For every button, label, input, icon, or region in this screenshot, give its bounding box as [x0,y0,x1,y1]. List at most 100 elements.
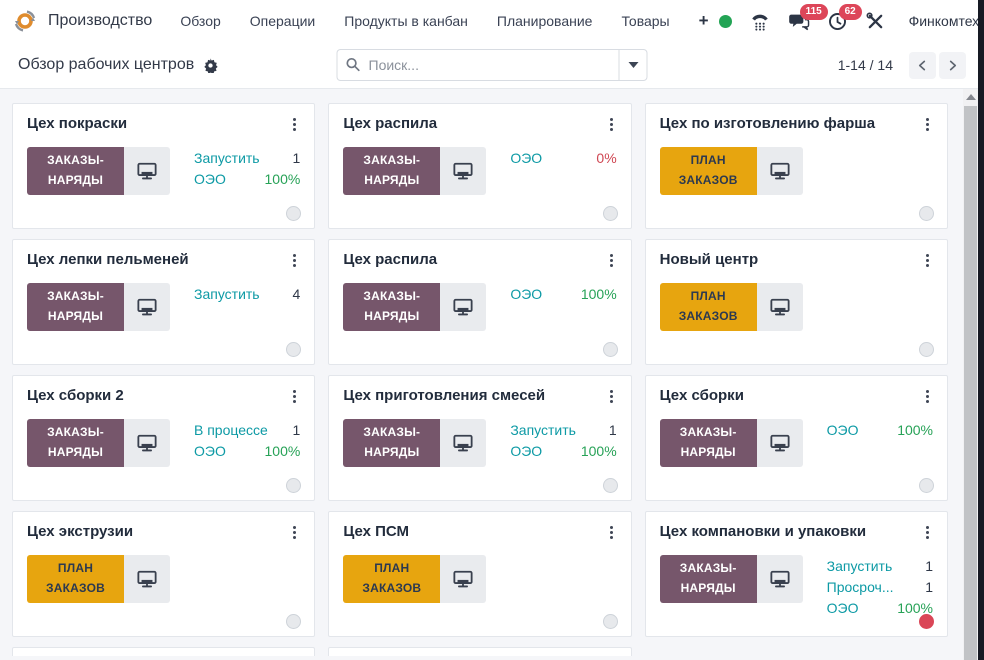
workcenter-screen-button[interactable] [440,147,487,195]
stat-row[interactable]: Запустить 1 [194,148,300,169]
company-switcher[interactable]: Финкомтех [908,13,980,29]
working-state-dot[interactable] [919,478,934,493]
card-menu-button[interactable] [922,523,933,542]
voip-phone-button[interactable] [749,11,771,31]
window-edge [978,0,984,660]
stat-value: 1 [925,579,933,595]
search-input[interactable] [336,49,619,81]
tools-button[interactable] [865,11,886,32]
pager-next-button[interactable] [939,51,966,79]
stat-label: ОЭО [826,422,859,438]
stat-label: ОЭО [510,286,543,302]
card-menu-button[interactable] [606,523,617,542]
working-state-dot[interactable] [286,342,302,357]
primary-action-button[interactable]: ЗАКАЗЫ-НАРЯДЫ [659,555,757,603]
workcenter-screen-button[interactable] [440,283,487,331]
stat-row[interactable]: ОЭО 100% [827,420,933,441]
stat-label: ОЭО [826,600,859,616]
topbar-menu-item[interactable]: Планирование [496,13,593,29]
workcenter-screen-button[interactable] [440,555,487,603]
working-state-dot[interactable] [286,614,302,629]
stat-row[interactable]: ОЭО 0% [510,148,616,169]
workcenter-screen-button[interactable] [756,147,803,195]
primary-action-button[interactable]: ПЛАН ЗАКАЗОВ [659,147,757,195]
working-state-dot[interactable] [919,614,934,629]
workcenter-screen-button[interactable] [124,419,170,467]
topbar: Производство Обзор Операции Продукты в кан… [0,0,984,42]
primary-action-button[interactable]: ЗАКАЗЫ-НАРЯДЫ [27,419,124,467]
primary-action-button[interactable]: ЗАКАЗЫ-НАРЯДЫ [343,147,441,195]
workcenter-title: Цех приготовления смесей [343,387,546,404]
app-name[interactable]: Производство [48,12,153,29]
primary-action-button[interactable]: ЗАКАЗЫ-НАРЯДЫ [343,283,441,331]
stat-label: ОЭО [194,171,226,187]
search-options-toggle[interactable] [618,49,648,81]
topbar-menu-item[interactable]: Операции [249,13,316,29]
card-menu-button[interactable] [606,251,617,270]
primary-action-button[interactable]: ПЛАН ЗАКАЗОВ [659,283,757,331]
working-state-dot[interactable] [286,478,302,493]
card-menu-button[interactable] [922,251,933,270]
workcenter-screen-button[interactable] [440,419,487,467]
working-state-dot[interactable] [602,342,618,357]
card-menu-button[interactable] [606,387,617,406]
stat-row[interactable]: ОЭО 100% [510,441,616,462]
primary-action-button[interactable]: ЗАКАЗЫ-НАРЯДЫ [343,419,441,467]
activities-button[interactable]: 62 [827,3,862,32]
workcenter-title: Цех компановки и упаковки [659,523,867,540]
pager-value[interactable]: 1-14 / 14 [837,57,893,73]
working-state-dot[interactable] [602,614,618,629]
workcenter-screen-button[interactable] [124,283,170,331]
topbar-menu-item[interactable]: Продукты в канбан [344,13,468,29]
workcenter-screen-button[interactable] [124,147,170,195]
stat-row[interactable]: ОЭО 100% [194,169,300,190]
primary-action-button[interactable]: ЗАКАЗЫ-НАРЯДЫ [27,283,124,331]
working-state-dot[interactable] [602,206,618,221]
card-menu-button[interactable] [922,115,933,134]
monitor-icon [770,162,790,180]
stat-row[interactable]: Запустить 1 [510,420,616,441]
scrollbar-thumb[interactable] [964,106,977,660]
messages-button[interactable]: 115 [788,4,828,31]
cog-menu-button[interactable] [203,57,218,73]
stat-row[interactable]: ОЭО 100% [827,598,933,619]
workcenter-screen-button[interactable] [756,283,803,331]
primary-action-button[interactable]: ЗАКАЗЫ-НАРЯДЫ [27,147,124,195]
topbar-menu-item[interactable]: Товары [621,13,670,29]
stat-row[interactable]: Запустить 4 [194,284,300,305]
monitor-icon [453,298,473,316]
search-bar [336,49,648,81]
workcenter-stats: В процессе 1 ОЭО 100% [194,419,300,462]
workcenter-title: Цех по изготовлению фарша [659,115,876,132]
stat-value: 100% [264,443,301,459]
stat-row[interactable]: Просроч... 1 [827,577,933,598]
workcenter-screen-button[interactable] [756,555,803,603]
scroll-up-button[interactable] [963,89,978,105]
working-state-dot[interactable] [602,478,618,493]
stat-row[interactable]: ОЭО 100% [510,284,616,305]
stat-row[interactable]: Запустить 1 [827,556,933,577]
working-state-dot[interactable] [286,206,302,221]
topbar-menu-item[interactable]: Обзор [180,13,221,29]
primary-action-button[interactable]: ПЛАН ЗАКАЗОВ [27,555,124,603]
workcenter-title: Цех распила [343,251,438,268]
card-menu-button[interactable] [289,115,300,134]
working-state-dot[interactable] [919,206,934,221]
primary-action-button[interactable]: ПЛАН ЗАКАЗОВ [343,555,441,603]
stat-row[interactable]: ОЭО 100% [194,441,300,462]
pager-previous-button[interactable] [909,51,936,79]
card-menu-button[interactable] [289,251,300,270]
card-menu-button[interactable] [606,115,617,134]
card-menu-button[interactable] [289,387,300,406]
vertical-scrollbar[interactable] [963,89,978,660]
stat-row[interactable]: В процессе 1 [194,420,300,441]
card-menu-button[interactable] [922,387,933,406]
new-menu-button[interactable]: + [698,11,709,30]
workcenter-title: Цех распила [343,115,438,132]
workcenter-screen-button[interactable] [756,419,803,467]
card-menu-button[interactable] [289,523,300,542]
primary-action-button[interactable]: ЗАКАЗЫ-НАРЯДЫ [659,419,757,467]
working-state-dot[interactable] [919,342,934,357]
app-logo-icon[interactable] [12,8,38,34]
workcenter-screen-button[interactable] [124,555,170,603]
